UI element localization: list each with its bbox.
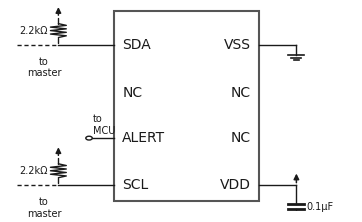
Text: NC: NC [231, 86, 251, 100]
Text: to
MCU: to MCU [93, 114, 115, 136]
Text: ALERT: ALERT [122, 131, 165, 145]
Text: SCL: SCL [122, 178, 148, 192]
Text: NC: NC [231, 131, 251, 145]
Text: NC: NC [122, 86, 142, 100]
Bar [114, 11, 258, 201]
Text: to
master: to master [27, 57, 61, 79]
Text: 0.1µF: 0.1µF [307, 202, 334, 212]
Text: SDA: SDA [122, 38, 151, 52]
Text: VDD: VDD [220, 178, 251, 192]
Text: to
master: to master [27, 197, 61, 219]
Text: 2.2kΩ: 2.2kΩ [19, 166, 47, 176]
Text: VSS: VSS [224, 38, 251, 52]
Text: 2.2kΩ: 2.2kΩ [19, 26, 47, 36]
Circle shape [86, 136, 92, 140]
